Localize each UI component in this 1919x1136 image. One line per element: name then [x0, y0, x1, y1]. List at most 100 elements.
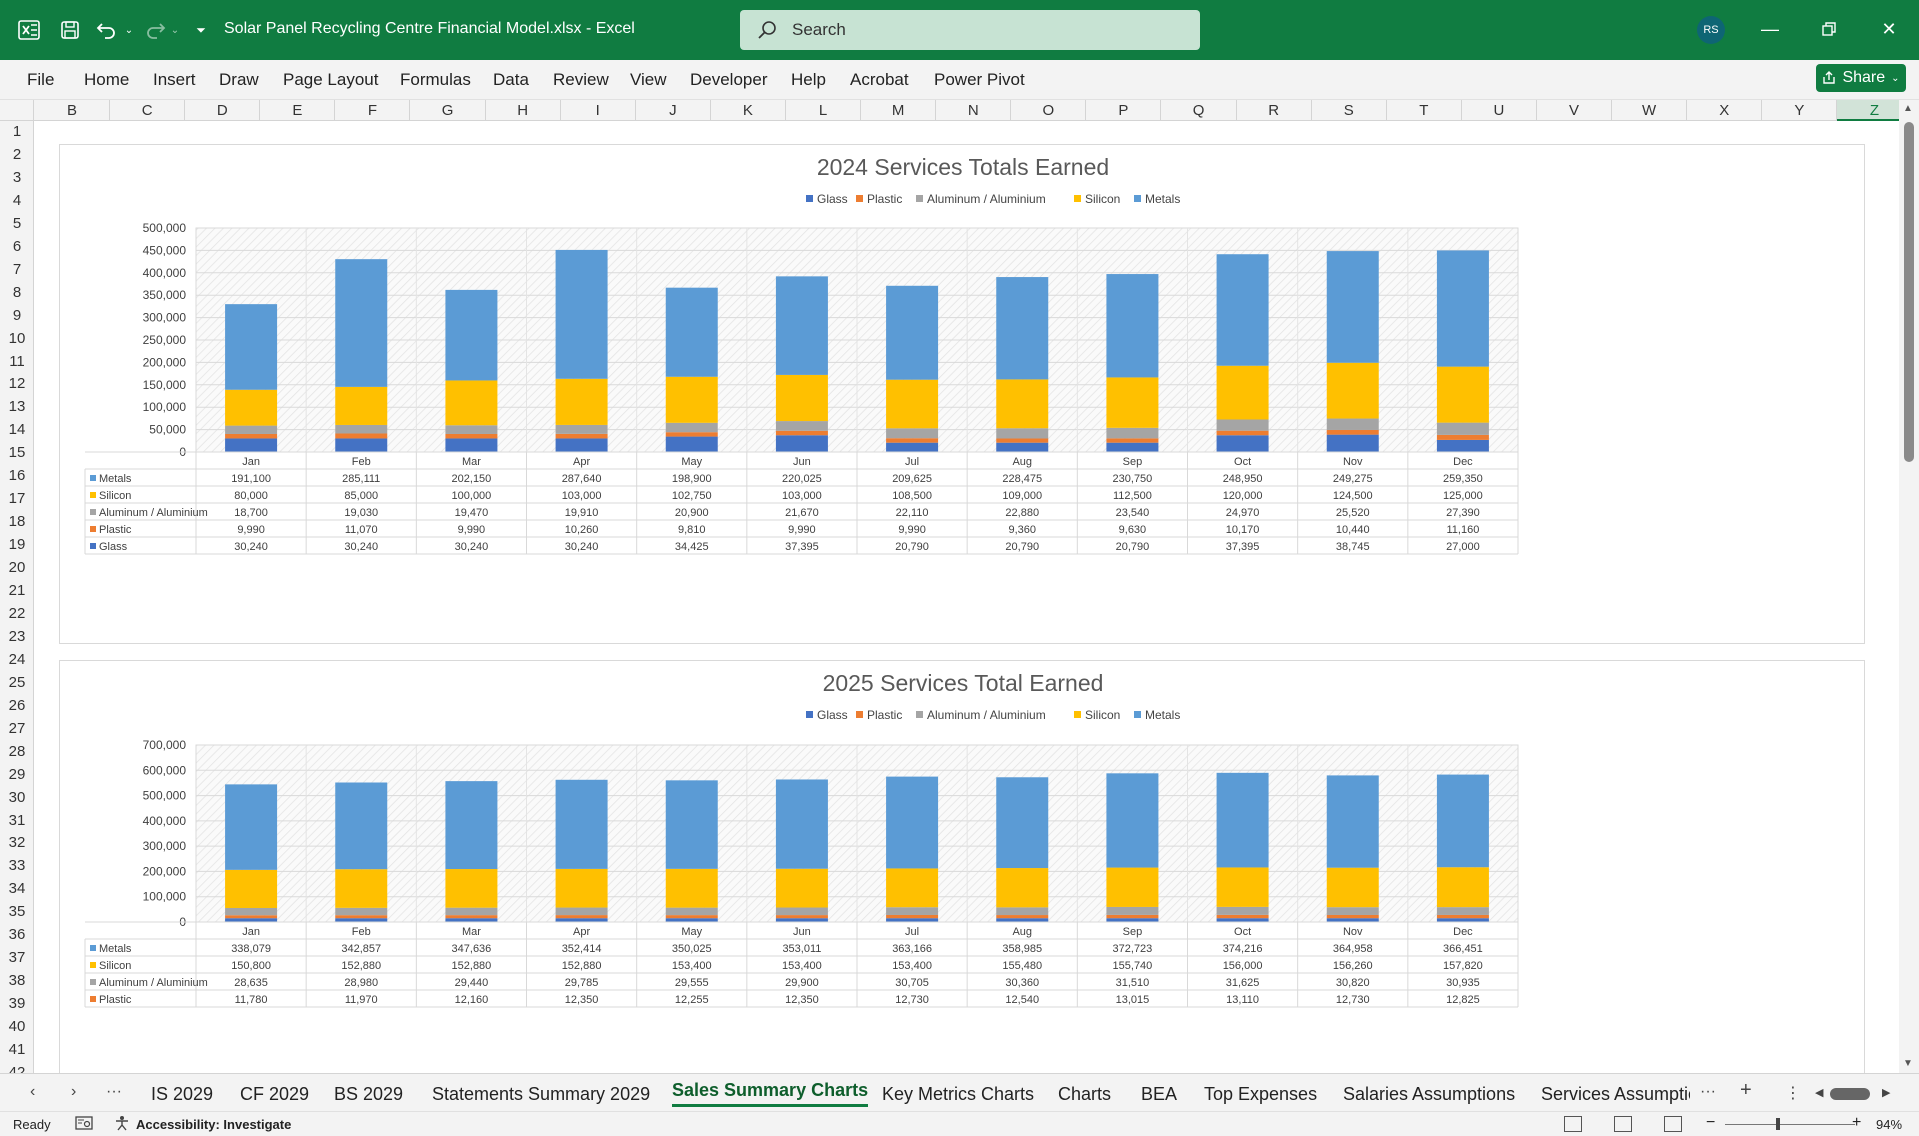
row-header-33[interactable]: 33 [8, 857, 26, 875]
minimize-icon[interactable]: — [1761, 18, 1779, 39]
zoom-out-icon[interactable]: − [1706, 1114, 1716, 1131]
select-all-corner[interactable] [0, 100, 34, 121]
column-header-k[interactable]: K [711, 100, 786, 121]
row-header-20[interactable]: 20 [8, 559, 26, 577]
row-header-37[interactable]: 37 [8, 949, 26, 967]
row-header-34[interactable]: 34 [8, 880, 26, 898]
tab-view[interactable]: View [630, 70, 667, 89]
column-header-f[interactable]: F [335, 100, 411, 121]
column-header-o[interactable]: O [1011, 100, 1087, 121]
column-header-v[interactable]: V [1537, 100, 1613, 121]
scroll-thumb[interactable] [1904, 122, 1914, 462]
row-header-28[interactable]: 28 [8, 742, 26, 760]
scroll-down-icon[interactable]: ▼ [1903, 1058, 1913, 1069]
sheet-tab-is-2029[interactable]: IS 2029 [151, 1084, 214, 1104]
column-header-d[interactable]: D [185, 100, 261, 121]
sheet-tab-bea[interactable]: BEA [1141, 1084, 1178, 1104]
row-header-23[interactable]: 23 [8, 627, 26, 645]
row-header-6[interactable]: 6 [12, 237, 22, 255]
row-header-30[interactable]: 30 [8, 788, 26, 806]
restore-icon[interactable] [1814, 14, 1844, 44]
row-header-17[interactable]: 17 [8, 490, 26, 508]
redo-dropdown-icon[interactable]: ⌄ [170, 24, 180, 36]
row-header-16[interactable]: 16 [8, 467, 26, 485]
row-header-21[interactable]: 21 [8, 582, 26, 599]
row-header-7[interactable]: 7 [12, 260, 22, 278]
horizontal-scroll-thumb[interactable] [1830, 1088, 1870, 1100]
page-layout-view-icon[interactable] [1614, 1116, 1632, 1132]
row-header-41[interactable]: 41 [8, 1041, 26, 1058]
tab-scroll-left-icon[interactable]: ‹ [30, 1083, 36, 1100]
row-header-11[interactable]: 11 [9, 352, 25, 370]
row-header-29[interactable]: 29 [8, 765, 26, 783]
chart-2024-services[interactable]: 2024 Services Totals Earned Glass Plastic A… [59, 144, 1865, 644]
tab-insert[interactable]: Insert [153, 70, 196, 89]
row-header-12[interactable]: 12 [8, 375, 26, 393]
tab-developer[interactable]: Developer [690, 70, 768, 89]
scroll-up-icon[interactable]: ▲ [1903, 103, 1913, 114]
avatar[interactable]: RS [1697, 16, 1725, 44]
row-header-36[interactable]: 36 [8, 926, 26, 944]
undo-icon[interactable] [92, 15, 122, 45]
share-button[interactable]: Share ⌄ [1816, 64, 1906, 92]
sheet-tab-sales-summary-charts[interactable]: Sales Summary Charts [672, 1080, 869, 1107]
row-header-25[interactable]: 25 [8, 673, 26, 691]
column-header-c[interactable]: C [110, 100, 186, 121]
zoom-slider[interactable] [1725, 1124, 1855, 1125]
tab-file[interactable]: File [27, 70, 55, 89]
tab-acrobat[interactable]: Acrobat [850, 70, 909, 89]
more-tabs-icon[interactable]: ··· [106, 1083, 122, 1100]
zoom-slider-thumb[interactable] [1776, 1118, 1780, 1130]
column-header-s[interactable]: S [1312, 100, 1387, 121]
add-sheet-icon[interactable]: + [1740, 1079, 1752, 1101]
sheet-tab-charts[interactable]: Charts [1058, 1084, 1112, 1104]
redo-icon[interactable] [140, 15, 170, 45]
column-header-m[interactable]: M [861, 100, 937, 121]
row-header-5[interactable]: 5 [12, 214, 22, 232]
accessibility-status[interactable]: Accessibility: Investigate [136, 1117, 292, 1132]
row-header-32[interactable]: 32 [8, 834, 26, 852]
column-header-i[interactable]: I [561, 100, 636, 121]
page-break-view-icon[interactable] [1664, 1116, 1682, 1132]
tab-data[interactable]: Data [493, 70, 529, 89]
sheet-tab-services-assumptions[interactable]: Services Assumptio [1541, 1084, 1690, 1104]
column-header-e[interactable]: E [260, 100, 336, 121]
sheet-options-icon[interactable]: ⋮ [1785, 1085, 1801, 1102]
undo-dropdown-icon[interactable]: ⌄ [124, 24, 134, 36]
column-header-n[interactable]: N [936, 100, 1012, 121]
row-header-10[interactable]: 10 [8, 329, 26, 347]
tab-page-layout[interactable]: Page Layout [283, 70, 379, 89]
row-header-9[interactable]: 9 [12, 306, 22, 324]
column-header-w[interactable]: W [1612, 100, 1688, 121]
column-header-q[interactable]: Q [1162, 100, 1237, 121]
chart-2025-services[interactable]: 2025 Services Total Earned Glass Plastic Al… [59, 660, 1865, 1073]
column-header-x[interactable]: X [1687, 100, 1763, 121]
column-header-h[interactable]: H [486, 100, 561, 121]
row-header-35[interactable]: 35 [8, 903, 26, 921]
tab-scroll-right-icon[interactable]: › [71, 1083, 77, 1100]
tab-power-pivot[interactable]: Power Pivot [934, 70, 1025, 89]
sheet-tab-statements-summary-2029[interactable]: Statements Summary 2029 [432, 1084, 651, 1104]
more-tabs-right-icon[interactable]: ··· [1700, 1083, 1716, 1100]
row-header-13[interactable]: 13 [8, 398, 26, 416]
row-header-4[interactable]: 4 [12, 191, 22, 209]
tab-help[interactable]: Help [791, 70, 826, 89]
vertical-scrollbar[interactable]: ▲ ▼ [1899, 100, 1919, 1073]
hscroll-left-icon[interactable]: ◀ [1815, 1087, 1824, 1099]
tab-draw[interactable]: Draw [219, 70, 259, 89]
normal-view-icon[interactable] [1564, 1116, 1582, 1132]
tab-review[interactable]: Review [553, 70, 609, 89]
row-header-26[interactable]: 26 [8, 696, 26, 714]
row-header-15[interactable]: 15 [8, 444, 26, 462]
column-header-b[interactable]: B [35, 100, 111, 121]
column-header-y[interactable]: Y [1762, 100, 1838, 121]
row-header-38[interactable]: 38 [8, 972, 26, 990]
row-header-18[interactable]: 18 [8, 513, 26, 531]
row-header-31[interactable]: 31 [8, 811, 26, 829]
row-header-27[interactable]: 27 [8, 719, 26, 737]
row-header-8[interactable]: 8 [12, 283, 22, 301]
close-icon[interactable]: ✕ [1881, 18, 1897, 39]
column-header-j[interactable]: J [636, 100, 711, 121]
tab-home[interactable]: Home [84, 70, 130, 89]
row-header-14[interactable]: 14 [8, 421, 26, 439]
